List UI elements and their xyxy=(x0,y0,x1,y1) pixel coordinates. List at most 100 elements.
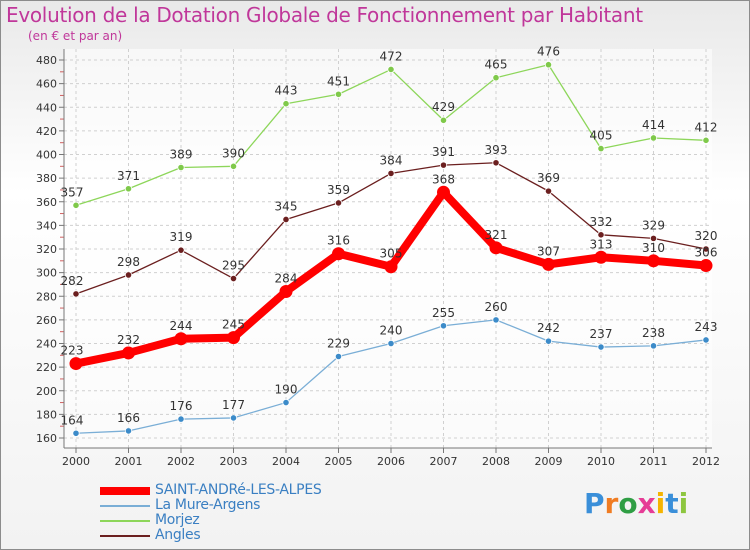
x-tick-label: 2006 xyxy=(377,455,405,468)
y-tick-label: 300 xyxy=(36,267,57,280)
data-point xyxy=(699,259,713,273)
data-label: 164 xyxy=(61,413,84,427)
data-label: 345 xyxy=(275,199,298,213)
x-tick-label: 2000 xyxy=(62,455,90,468)
y-tick-label: 160 xyxy=(36,432,57,445)
x-tick-label: 2012 xyxy=(692,455,720,468)
data-label: 451 xyxy=(327,74,350,88)
data-label: 320 xyxy=(695,229,718,243)
legend-swatch xyxy=(100,487,150,495)
data-label: 316 xyxy=(327,234,350,248)
data-point xyxy=(227,331,240,345)
data-label: 176 xyxy=(170,399,193,413)
data-label: 313 xyxy=(590,237,613,251)
data-label: 476 xyxy=(537,45,560,59)
data-label: 282 xyxy=(61,274,84,288)
data-point xyxy=(69,357,83,371)
data-label: 465 xyxy=(485,58,508,72)
legend-swatch xyxy=(100,520,150,522)
data-point xyxy=(387,169,395,177)
data-point xyxy=(177,415,185,423)
data-point xyxy=(542,257,555,271)
data-point xyxy=(332,247,345,261)
data-label: 393 xyxy=(485,143,508,157)
data-point xyxy=(334,199,343,207)
y-tick-label: 180 xyxy=(36,408,57,421)
data-label: 371 xyxy=(117,169,140,183)
data-label: 298 xyxy=(117,255,140,269)
legend-label: La Mure-Argens xyxy=(155,497,261,513)
y-tick-label: 420 xyxy=(36,125,57,138)
y-tick-label: 400 xyxy=(36,149,57,162)
data-label: 244 xyxy=(170,319,193,333)
data-label: 357 xyxy=(61,185,84,199)
data-label: 245 xyxy=(222,318,245,332)
data-point xyxy=(282,398,290,407)
data-label: 368 xyxy=(432,172,455,186)
data-point xyxy=(387,65,395,74)
data-label: 359 xyxy=(327,183,350,197)
data-label: 307 xyxy=(537,244,560,258)
x-tick-label: 2005 xyxy=(325,455,353,468)
x-tick-label: 2009 xyxy=(535,455,563,468)
data-point xyxy=(229,162,238,170)
data-point xyxy=(124,185,133,193)
data-label: 319 xyxy=(170,230,193,244)
x-tick-label: 2010 xyxy=(587,455,615,468)
data-label: 223 xyxy=(61,344,84,358)
legend-label: Morjez xyxy=(155,512,200,528)
data-label: 384 xyxy=(380,153,403,167)
y-tick-label: 440 xyxy=(36,101,57,114)
data-point xyxy=(649,342,658,350)
x-tick-label: 2001 xyxy=(115,455,143,468)
data-label: 306 xyxy=(695,246,718,260)
data-point xyxy=(439,322,448,330)
x-tick-label: 2002 xyxy=(167,455,195,468)
legend-label: SAINT-ANDRé-LES-ALPES xyxy=(155,482,322,498)
x-tick-label: 2008 xyxy=(482,455,510,468)
data-point xyxy=(122,346,135,360)
data-point xyxy=(594,250,608,264)
legend-label: Angles xyxy=(155,527,201,543)
legend-swatch xyxy=(100,535,150,537)
data-point xyxy=(229,414,238,422)
data-label: 232 xyxy=(117,333,140,347)
data-point xyxy=(702,245,710,253)
data-point xyxy=(229,274,238,283)
data-point xyxy=(702,336,710,344)
data-point xyxy=(597,144,605,153)
data-label: 390 xyxy=(222,146,245,160)
y-tick-label: 480 xyxy=(36,54,57,67)
data-point xyxy=(544,337,553,345)
data-label: 405 xyxy=(590,129,613,143)
data-label: 305 xyxy=(380,247,403,261)
data-label: 177 xyxy=(222,398,245,412)
data-point xyxy=(597,231,605,239)
data-point xyxy=(544,61,553,69)
data-point xyxy=(177,163,185,172)
data-point xyxy=(439,116,448,124)
data-label: 190 xyxy=(275,383,298,397)
data-label: 414 xyxy=(642,118,665,132)
data-label: 429 xyxy=(432,100,455,114)
data-label: 321 xyxy=(485,228,508,242)
data-label: 310 xyxy=(642,241,665,255)
legend-swatch xyxy=(100,505,150,507)
data-label: 242 xyxy=(537,321,560,335)
data-point xyxy=(72,201,80,209)
data-point xyxy=(72,290,80,298)
data-label: 243 xyxy=(695,320,718,334)
y-tick-label: 380 xyxy=(36,172,57,185)
y-tick-label: 340 xyxy=(36,219,57,232)
data-point xyxy=(177,246,185,254)
y-tick-label: 280 xyxy=(36,290,57,303)
data-label: 240 xyxy=(380,324,403,338)
data-point xyxy=(649,134,658,142)
data-label: 369 xyxy=(537,171,560,185)
data-point xyxy=(387,339,395,348)
chart-subtitle: (en € et par an) xyxy=(28,29,123,43)
data-point xyxy=(544,187,553,195)
data-label: 166 xyxy=(117,411,140,425)
data-point xyxy=(72,429,80,437)
x-tick-label: 2004 xyxy=(272,455,300,468)
